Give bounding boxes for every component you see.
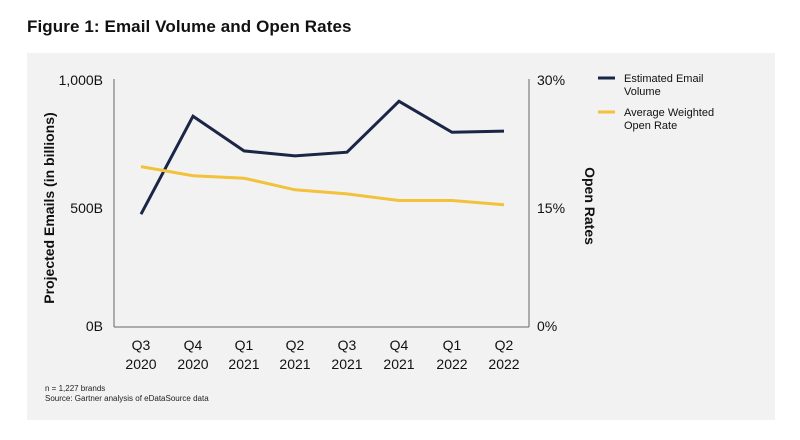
x-tick-label: Q1 2021 [228, 337, 259, 372]
right-axis-title: Open Rates [582, 167, 598, 245]
right-tick-label: 0% [537, 318, 557, 334]
x-tick-label: Q3 2020 [125, 337, 156, 372]
chart-panel: Projected Emails (in billions) Open Rate… [27, 53, 775, 420]
right-tick-label: 30% [537, 72, 565, 88]
x-tick-label: Q2 2021 [279, 337, 310, 372]
series-line-open-rate [140, 165, 505, 207]
legend-label-email-volume: Estimated Email Volume [624, 73, 703, 98]
sample-size-note: n = 1,227 brands [45, 384, 105, 393]
x-tick-labels: Q3 2020 Q4 2020 Q1 2021 Q2 2021 Q3 2021 Q4 202… [125, 337, 519, 372]
line-chart: Projected Emails (in billions) Open Rate… [41, 72, 714, 403]
figure-title: Figure 1: Email Volume and Open Rates [27, 17, 352, 36]
x-tick-label: Q4 2020 [177, 337, 208, 372]
source-note: Source: Gartner analysis of eDataSource … [45, 394, 209, 403]
legend: Estimated Email Volume Average Weighted Op… [598, 73, 714, 132]
series-line-email-volume [139, 99, 505, 215]
left-tick-label: 1,000B [59, 72, 103, 88]
left-axis-title: Projected Emails (in billions) [41, 112, 57, 303]
x-tick-label: Q3 2021 [331, 337, 362, 372]
x-tick-label: Q4 2021 [383, 337, 414, 372]
left-tick-label: 500B [70, 200, 103, 216]
x-tick-label: Q1 2022 [436, 337, 467, 372]
right-tick-label: 15% [537, 200, 565, 216]
legend-label-open-rate: Average Weighted Open Rate [624, 107, 714, 132]
left-tick-label: 0B [86, 318, 103, 334]
x-tick-label: Q2 2022 [488, 337, 519, 372]
